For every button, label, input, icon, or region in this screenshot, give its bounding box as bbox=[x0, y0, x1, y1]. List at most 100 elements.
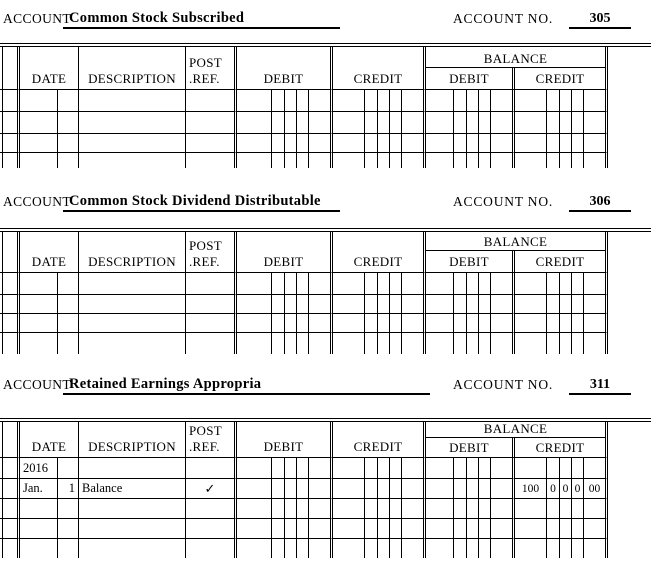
money-subcell[interactable] bbox=[547, 499, 560, 518]
money-subcell[interactable] bbox=[426, 479, 454, 498]
cell-date-month[interactable] bbox=[20, 539, 58, 558]
money-subcell[interactable] bbox=[467, 499, 479, 518]
money-subcell[interactable] bbox=[547, 273, 560, 294]
money-subcell[interactable] bbox=[378, 333, 390, 354]
cell-balance-debit[interactable] bbox=[426, 499, 515, 519]
money-subcell[interactable] bbox=[515, 90, 547, 111]
cell-date-month[interactable] bbox=[20, 314, 58, 333]
money-subcell[interactable] bbox=[479, 295, 491, 313]
cell-date-month[interactable] bbox=[20, 90, 58, 112]
money-subcell[interactable] bbox=[333, 479, 365, 498]
cell-balance-credit[interactable] bbox=[515, 333, 608, 354]
cell-balance-credit[interactable] bbox=[515, 273, 608, 295]
money-subcell[interactable] bbox=[297, 314, 309, 332]
money-subcell[interactable] bbox=[378, 134, 390, 152]
money-subcell[interactable] bbox=[547, 112, 560, 133]
cell-date-month[interactable]: Jan. bbox=[20, 479, 58, 499]
money-subcell[interactable] bbox=[285, 90, 297, 111]
money-subcell[interactable] bbox=[402, 134, 423, 152]
money-subcell[interactable] bbox=[479, 112, 491, 133]
money-subcell[interactable] bbox=[390, 479, 402, 498]
money-subcell[interactable] bbox=[365, 479, 378, 498]
money-subcell[interactable] bbox=[547, 314, 560, 332]
cell-description[interactable] bbox=[79, 90, 186, 112]
money-subcell[interactable] bbox=[479, 539, 491, 558]
cell-balance-debit[interactable] bbox=[426, 519, 515, 539]
money-subcell[interactable] bbox=[491, 333, 512, 354]
money-subcell[interactable] bbox=[285, 112, 297, 133]
cell-debit[interactable] bbox=[237, 295, 333, 314]
money-subcell[interactable] bbox=[237, 333, 272, 354]
money-subcell[interactable] bbox=[467, 273, 479, 294]
money-subcell[interactable] bbox=[547, 295, 560, 313]
money-subcell[interactable] bbox=[479, 314, 491, 332]
money-subcell[interactable] bbox=[390, 153, 402, 168]
money-subcell[interactable] bbox=[272, 295, 285, 313]
money-subcell[interactable] bbox=[309, 90, 330, 111]
cell-description[interactable]: Balance bbox=[79, 479, 186, 499]
money-subcell[interactable] bbox=[402, 112, 423, 133]
cell-balance-credit[interactable]: 100 0 0 0 00 bbox=[515, 479, 608, 499]
cell-credit[interactable] bbox=[333, 134, 426, 153]
money-subcell[interactable] bbox=[426, 295, 454, 313]
money-subcell[interactable] bbox=[237, 295, 272, 313]
money-subcell[interactable] bbox=[402, 295, 423, 313]
money-subcell[interactable] bbox=[365, 333, 378, 354]
money-subcell[interactable] bbox=[467, 458, 479, 478]
money-subcell[interactable] bbox=[479, 90, 491, 111]
money-subcell[interactable] bbox=[491, 295, 512, 313]
cell-date-month[interactable] bbox=[20, 273, 58, 295]
cell-post-ref[interactable]: ✓ bbox=[186, 479, 237, 499]
money-subcell[interactable] bbox=[454, 499, 467, 518]
money-subcell[interactable] bbox=[237, 112, 272, 133]
money-subcell[interactable] bbox=[454, 479, 467, 498]
money-subcell[interactable] bbox=[584, 153, 605, 168]
money-subcell[interactable] bbox=[297, 479, 309, 498]
money-subcell[interactable] bbox=[333, 539, 365, 558]
cell-credit[interactable] bbox=[333, 333, 426, 354]
money-subcell[interactable] bbox=[454, 539, 467, 558]
cell-balance-credit[interactable] bbox=[515, 499, 608, 519]
money-subcell[interactable] bbox=[491, 479, 512, 498]
money-subcell[interactable] bbox=[426, 153, 454, 168]
money-subcell[interactable] bbox=[491, 539, 512, 558]
cell-post-ref[interactable] bbox=[186, 519, 237, 539]
cell-post-ref[interactable] bbox=[186, 90, 237, 112]
money-subcell[interactable] bbox=[390, 273, 402, 294]
money-subcell[interactable] bbox=[426, 112, 454, 133]
money-subcell[interactable] bbox=[309, 295, 330, 313]
money-subcell[interactable] bbox=[297, 458, 309, 478]
money-subcell[interactable] bbox=[297, 333, 309, 354]
cell-date-month[interactable] bbox=[20, 112, 58, 134]
account-no-field[interactable]: 306 bbox=[569, 191, 631, 212]
money-subcell[interactable] bbox=[297, 499, 309, 518]
money-subcell[interactable] bbox=[454, 333, 467, 354]
money-subcell[interactable] bbox=[272, 479, 285, 498]
money-subcell[interactable] bbox=[237, 314, 272, 332]
cell-balance-debit[interactable] bbox=[426, 134, 515, 153]
money-subcell[interactable] bbox=[426, 90, 454, 111]
cell-balance-credit[interactable] bbox=[515, 539, 608, 558]
money-subcell[interactable] bbox=[515, 314, 547, 332]
cell-balance-debit[interactable] bbox=[426, 479, 515, 499]
money-subcell[interactable] bbox=[402, 333, 423, 354]
money-subcell[interactable] bbox=[572, 134, 584, 152]
money-subcell[interactable] bbox=[426, 333, 454, 354]
money-subcell[interactable] bbox=[402, 90, 423, 111]
money-subcell[interactable] bbox=[237, 519, 272, 538]
cell-date-month[interactable] bbox=[20, 499, 58, 519]
money-subcell[interactable] bbox=[572, 273, 584, 294]
money-subcell[interactable] bbox=[515, 112, 547, 133]
cell-post-ref[interactable] bbox=[186, 458, 237, 479]
cell-date-day[interactable] bbox=[58, 273, 79, 295]
money-subcell[interactable] bbox=[479, 499, 491, 518]
cell-date-day[interactable] bbox=[58, 458, 79, 479]
cell-description[interactable] bbox=[79, 112, 186, 134]
money-subcell[interactable] bbox=[285, 499, 297, 518]
money-subcell[interactable] bbox=[333, 519, 365, 538]
money-subcell[interactable] bbox=[390, 333, 402, 354]
money-subcell[interactable] bbox=[515, 134, 547, 152]
money-subcell[interactable] bbox=[309, 273, 330, 294]
money-subcell[interactable] bbox=[584, 112, 605, 133]
cell-description[interactable] bbox=[79, 273, 186, 295]
